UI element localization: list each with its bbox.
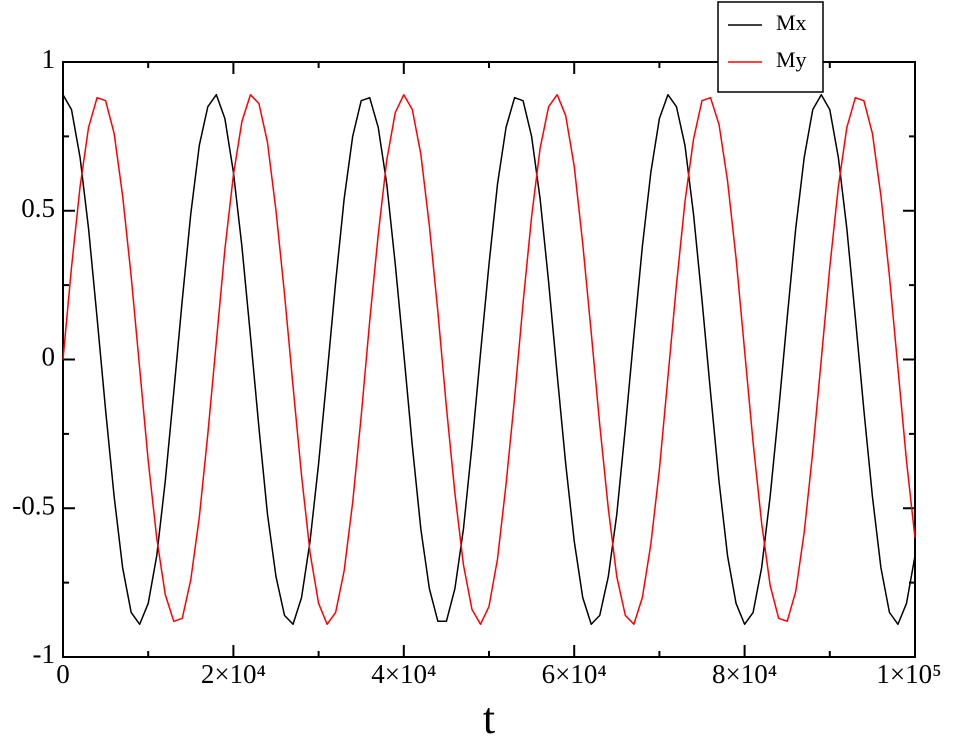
series-line [62,93,916,626]
x-tick-label: 6×10⁴ [542,659,607,689]
legend-label: My [776,47,807,72]
x-tick-label: 1×10⁵ [876,659,941,689]
x-tick-label: 0 [56,659,70,689]
legend-box [717,1,824,93]
y-tick-label: -0.5 [12,490,55,520]
x-tick-label: 4×10⁴ [371,659,436,689]
legend-label: Mx [776,10,807,35]
x-axis-label: t [483,694,495,743]
y-tick-label: 1 [42,44,56,74]
y-tick-label: -1 [33,639,56,669]
y-tick-label: 0 [42,342,56,372]
plot-frame [62,61,916,658]
x-tick-label: 2×10⁴ [201,659,266,689]
y-tick-label: 0.5 [21,193,55,223]
series-line [62,93,916,626]
x-tick-label: 8×10⁴ [712,659,777,689]
